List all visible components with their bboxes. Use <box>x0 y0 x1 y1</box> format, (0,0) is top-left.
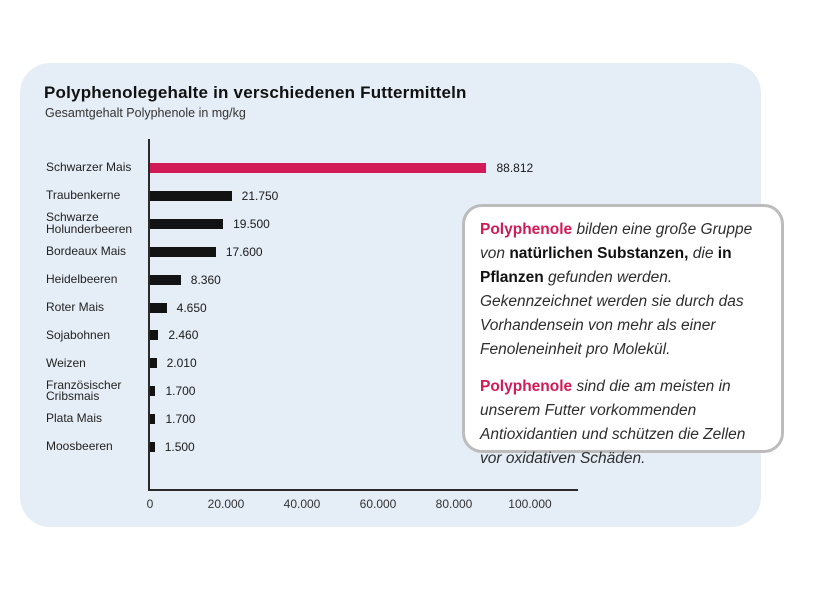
value-label: 19.500 <box>233 216 270 231</box>
text-segment: natürlichen Substanzen, <box>509 245 689 262</box>
x-tick-label: 100.000 <box>508 497 552 511</box>
value-label: 88.812 <box>496 161 534 175</box>
x-tick-label: 40.000 <box>283 497 321 511</box>
text-segment: sind die am meisten in unserem Futter vo… <box>480 378 746 467</box>
value-label: 17.600 <box>225 244 263 259</box>
value-label: 2.460 <box>168 328 199 343</box>
value-label: 4.650 <box>176 300 207 315</box>
x-tick-label: 80.000 <box>435 497 473 511</box>
category-label: Schwarze Holunderbeeren <box>46 210 133 236</box>
x-tick-label: 0 <box>146 497 154 511</box>
value-label: 1.500 <box>164 440 195 454</box>
callout-text-box: Polyphenole bilden eine große Gruppe von… <box>462 204 784 467</box>
bar <box>149 274 181 285</box>
value-label: 2.010 <box>166 356 197 371</box>
category-label: Sojabohnen <box>46 327 111 342</box>
value-label: 1.700 <box>165 384 196 399</box>
accent-keyword: Polyphenole <box>480 378 573 395</box>
text-segment: bilden eine große Gruppe von <box>480 221 753 262</box>
bar <box>149 218 224 229</box>
bar <box>149 190 232 201</box>
value-label: 8.360 <box>190 272 221 287</box>
x-axis-line <box>148 489 578 491</box>
x-tick-label: 20.000 <box>207 497 245 511</box>
bar <box>149 358 157 369</box>
category-label: Traubenkerne <box>46 188 121 203</box>
bar <box>149 163 487 173</box>
y-axis-line <box>148 139 150 490</box>
value-label: 1.700 <box>165 412 196 427</box>
category-label: Roter Mais <box>46 299 105 314</box>
bar <box>149 442 155 452</box>
bar <box>149 386 156 397</box>
callout-paragraph: Polyphenole sind die am meisten in unser… <box>480 375 766 471</box>
category-label: Heidelbeeren <box>46 271 118 286</box>
category-label: Bordeaux Mais <box>46 243 127 258</box>
category-label: Schwarzer Mais <box>46 160 132 175</box>
value-label: 21.750 <box>241 188 279 203</box>
accent-keyword: Polyphenole <box>480 221 573 238</box>
text-segment: in Pflanzen <box>480 245 732 286</box>
category-label: Plata Mais <box>46 411 103 426</box>
text-segment: die <box>688 245 718 262</box>
x-tick-label: 60.000 <box>359 497 397 511</box>
bar <box>149 414 156 425</box>
callout-paragraph: Polyphenole bilden eine große Gruppe von… <box>480 218 766 362</box>
bar <box>149 330 159 341</box>
category-label: Moosbeeren <box>46 439 113 454</box>
bar <box>149 302 167 313</box>
chart-title: Polyphenolegehalte in verschiedenen Futt… <box>44 83 467 102</box>
text-segment: gefunden werden. Gekennzeichnet werden s… <box>480 269 744 358</box>
category-label: Französischer Cribsmais <box>46 377 122 404</box>
category-label: Weizen <box>46 355 86 370</box>
chart-subtitle: Gesamtgehalt Polyphenole in mg/kg <box>45 106 246 120</box>
bar <box>149 246 216 257</box>
